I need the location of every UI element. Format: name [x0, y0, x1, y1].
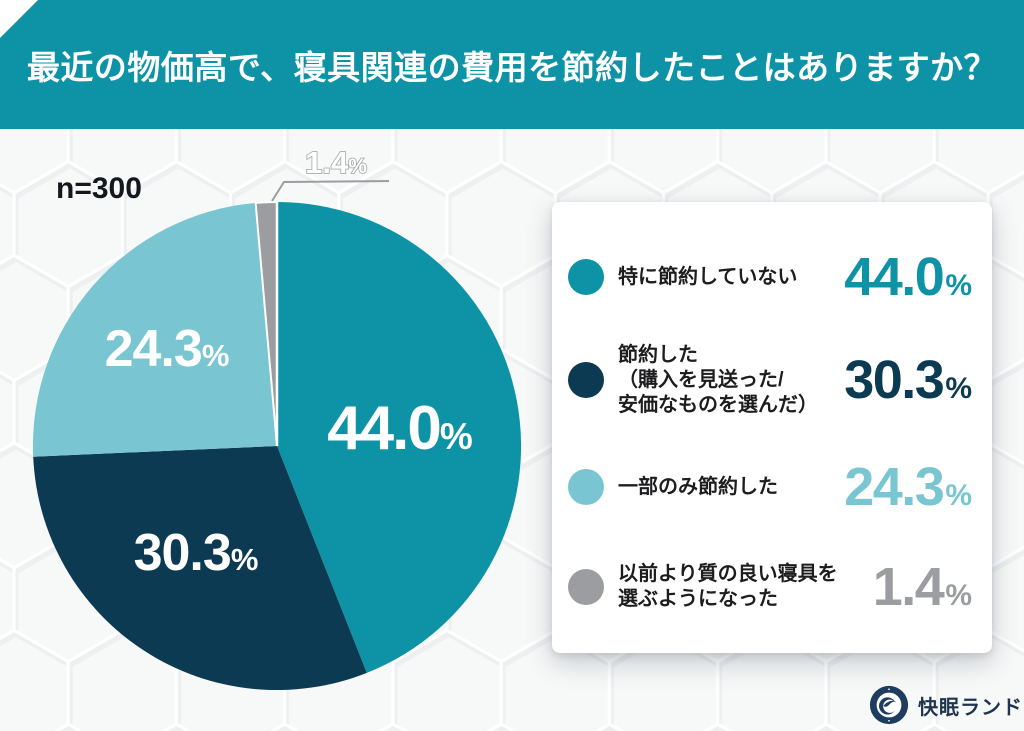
pie-chart: 1.4% 44.0% 30.3% 24.3% [23, 140, 543, 705]
legend-label: 節約した （購入を見送った/ 安価なものを選んだ） [618, 343, 818, 416]
legend-label: 一部のみ節約した [618, 475, 778, 498]
pie-slice-better-bedding [254, 200, 278, 447]
legend-item-no-saving: 特に節約していない 44.0% [568, 247, 972, 307]
pie-slice-no-saving [277, 202, 522, 673]
legend-label: 以前より質の良い寝具を 選ぶようになった [618, 563, 838, 610]
brand-logo: 快眠ランド [868, 684, 1023, 726]
pie-label-better-bedding: 1.4% [305, 145, 367, 180]
pie-label-partially-saved: 24.3% [105, 320, 230, 378]
legend-dot-gray [568, 569, 604, 605]
legend-item-saved: 節約した （購入を見送った/ 安価なものを選んだ） 30.3% [568, 341, 972, 419]
callout-leader-line [271, 180, 390, 202]
brand-name: 快眠ランド [918, 696, 1023, 719]
pie-slice-partially-saved [32, 202, 277, 457]
legend-value: 44.0% [844, 247, 972, 307]
pie-slice-saved [33, 446, 367, 691]
legend-item-partially-saved: 一部のみ節約した 24.3% [568, 457, 972, 517]
legend-label: 特に節約していない [618, 265, 798, 288]
brand-badge-icon [869, 685, 909, 725]
legend-dot-lightteal [568, 469, 604, 505]
legend-panel: 特に節約していない 44.0% 節約した （購入を見送った/ 安価なものを選んだ… [552, 202, 992, 653]
sample-size-label: n=300 [56, 172, 142, 205]
legend-dot-navy [568, 362, 604, 398]
legend-value: 30.3% [844, 350, 972, 410]
legend-value: 24.3% [844, 457, 972, 517]
page-title: 最近の物価高で、寝具関連の費用を節約したことはありますか？ [26, 48, 998, 86]
header-band: 最近の物価高で、寝具関連の費用を節約したことはありますか？ [0, 0, 1024, 129]
legend-dot-teal [568, 259, 604, 295]
pie-label-no-saving: 44.0% [327, 394, 473, 463]
legend-value: 1.4% [872, 557, 972, 617]
legend-item-better-bedding: 以前より質の良い寝具を 選ぶようになった 1.4% [568, 551, 972, 623]
corner-cut-decoration [0, 0, 38, 38]
pie-label-saved: 30.3% [134, 524, 259, 582]
